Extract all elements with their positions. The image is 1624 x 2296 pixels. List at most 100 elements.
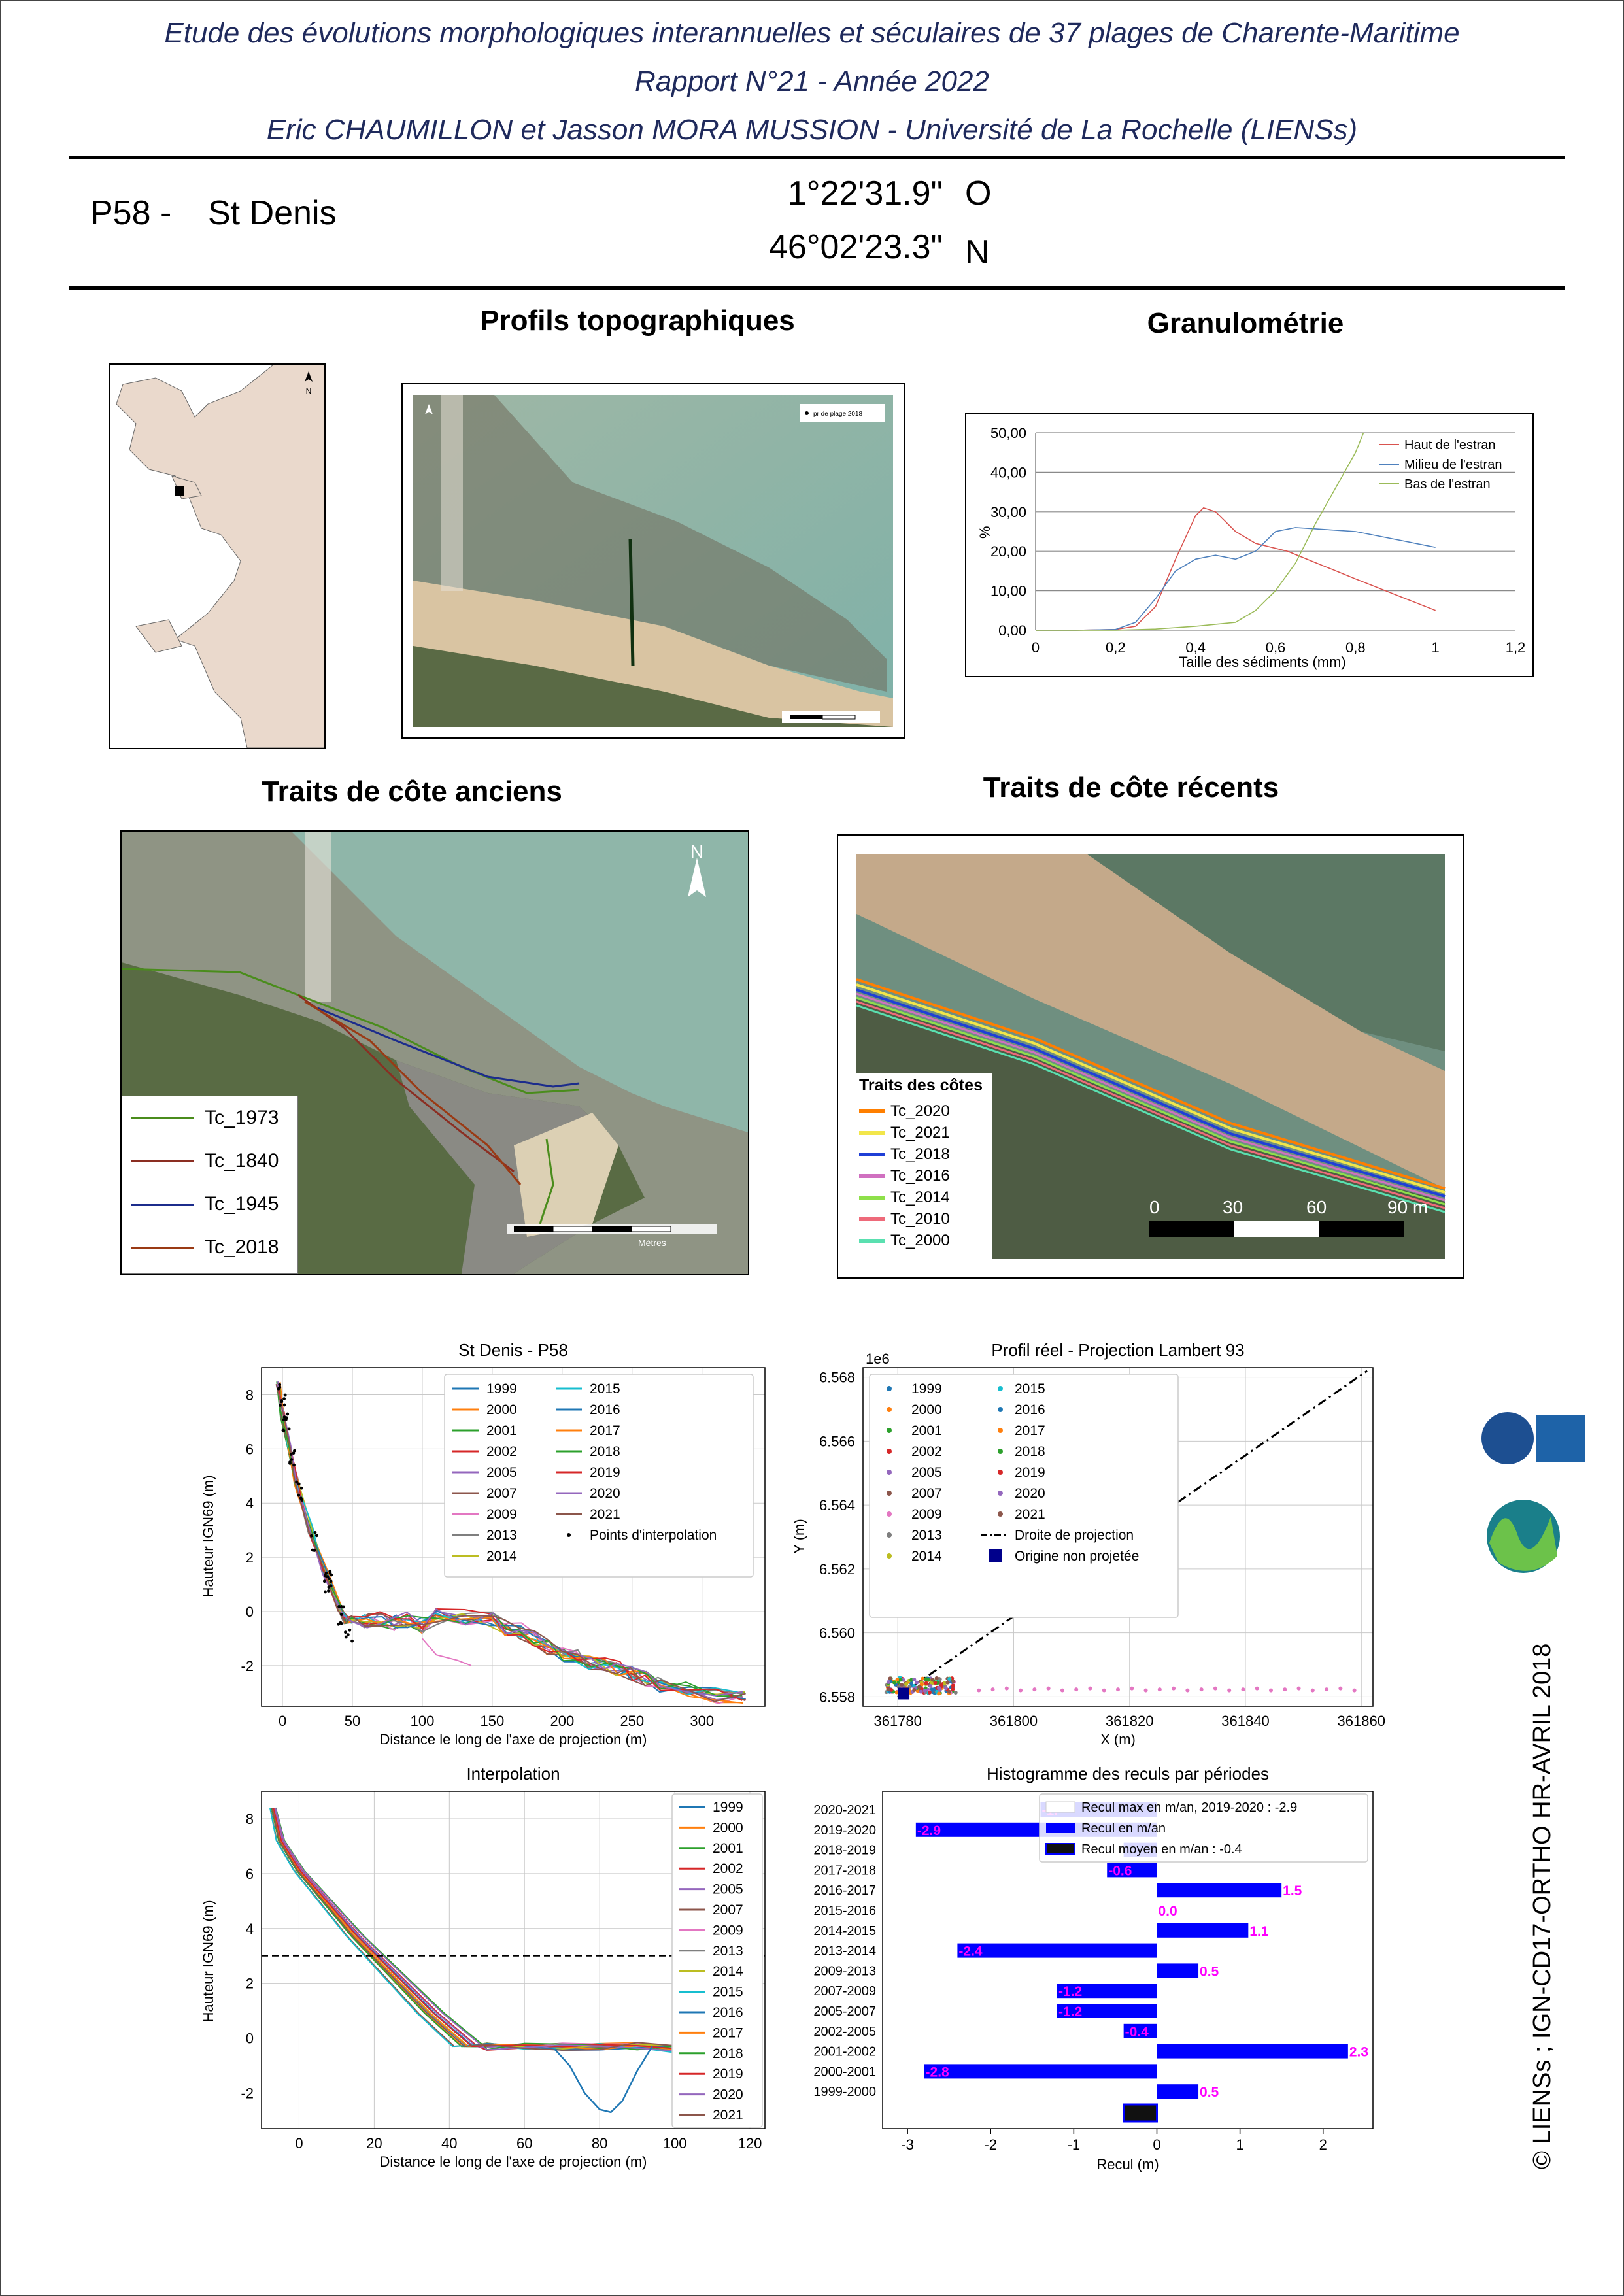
data-label: -1.2	[1058, 2004, 1082, 2019]
y-tick-label: 2020-2021	[813, 1803, 876, 1817]
bar-2009-2013	[1157, 1963, 1199, 1978]
header-rule	[69, 156, 1565, 159]
y-tick-label: 30,00	[990, 504, 1026, 520]
legend-label: 2020	[1015, 1486, 1045, 1501]
legend-label: 2000	[486, 1402, 517, 1417]
bar-2002-2005	[1123, 2023, 1157, 2038]
interpolation-chart: Interpolation 0 20 40 60 80 100 120 -2 0 2 4 6 8 Dista…	[200, 1764, 766, 2170]
legend-box	[869, 1374, 1179, 1618]
legend-label: 2009	[911, 1507, 942, 1522]
y-tick-label: 2001-2002	[813, 2045, 876, 2059]
x-axis-label: X (m)	[1100, 1731, 1136, 1747]
svg-text:Mètres: Mètres	[638, 1238, 666, 1248]
point-2019	[927, 1690, 932, 1695]
plot-frame	[882, 1791, 1374, 2129]
site-code: P58 -	[90, 194, 172, 232]
legend-swatch	[887, 1553, 892, 1559]
point-2019	[933, 1681, 938, 1685]
legend-label: 2013	[486, 1528, 517, 1543]
profile-aerial-photo: pr de plage 2018	[401, 383, 905, 739]
point-2009	[1269, 1688, 1273, 1693]
legend-label: Haut de l'estran	[1404, 438, 1495, 452]
point-2020	[922, 1688, 927, 1693]
bar-2005-2007	[1057, 2004, 1157, 2018]
data-label: -0.4	[1125, 2025, 1149, 2040]
point-2009	[1004, 1686, 1009, 1691]
legend-label: 2021	[590, 1507, 620, 1522]
legend-label: 2007	[486, 1486, 517, 1501]
interp-line-2005	[273, 1807, 675, 2051]
legend-label: 2013	[911, 1528, 942, 1543]
legend-label: 2009	[713, 1923, 743, 1938]
old-shorelines-map: N Mètres Tc_1973 Tc_1840 Tc_1945 Tc_2018	[120, 830, 749, 1275]
interpolation-point	[329, 1579, 333, 1583]
longitude: 1°22'31.9"	[787, 175, 943, 212]
site-name: St Denis	[208, 194, 337, 232]
x-tick-label: 80	[592, 2135, 607, 2152]
x-tick-label: 60	[516, 2135, 532, 2152]
interp-line-2021	[271, 1807, 675, 2051]
point-2015	[947, 1677, 952, 1681]
x-tick-label: 1	[1432, 639, 1440, 656]
axis-multiplier: 1e6	[866, 1351, 890, 1367]
point-2009	[1325, 1687, 1329, 1692]
legend-swatch	[887, 1491, 892, 1496]
legend-label: 2017	[1015, 1423, 1045, 1438]
point-2009	[1172, 1686, 1176, 1691]
interpolation-point	[346, 1633, 350, 1636]
y-tick-label: 2013-2014	[813, 1944, 876, 1959]
x-axis-label: Distance le long de l'axe de projection …	[380, 2153, 647, 2170]
x-tick-label: 0,6	[1266, 639, 1286, 656]
y-tick-label: 2009-2013	[813, 1964, 876, 1978]
point-2009	[1296, 1686, 1301, 1691]
legend-label: 2002	[911, 1444, 942, 1459]
granulometry-chart: 0,00 10,00 20,00 30,00 40,00 50,00 0 0,2 0,4 0,6 0…	[965, 413, 1534, 677]
interpolation-point	[299, 1486, 303, 1490]
legend-label: Bas de l'estran	[1404, 477, 1491, 492]
x-tick-label: 150	[481, 1713, 505, 1729]
plot-frame	[261, 1367, 766, 1707]
bar-2001-2002	[1157, 2044, 1348, 2059]
interpolation-point	[290, 1458, 294, 1461]
point-2021	[951, 1679, 956, 1683]
interpolation-point	[286, 1412, 290, 1416]
y-tick-label: 10,00	[990, 583, 1026, 599]
interpolation-point	[350, 1639, 354, 1643]
mean-bar	[1123, 2103, 1158, 2123]
x-tick-label: 361860	[1338, 1713, 1385, 1729]
legend-item-tc1840: Tc_1840	[122, 1140, 297, 1183]
series-line	[1036, 527, 1436, 631]
x-tick-label: 0,8	[1345, 639, 1366, 656]
point-2019	[889, 1687, 894, 1692]
bar-2014-2015	[1157, 1923, 1249, 1938]
chart-title: Interpolation	[466, 1764, 560, 1783]
x-tick-label: 361840	[1221, 1713, 1269, 1729]
legend-label: 1999	[486, 1381, 517, 1396]
legend-swatch	[887, 1386, 892, 1391]
interp-line-2019	[273, 1807, 675, 2050]
legend-label: 2018	[1015, 1444, 1045, 1459]
legend-label: 2017	[713, 2025, 743, 2040]
x-tick-label: 1,2	[1506, 639, 1526, 656]
recent-shorelines-map: 0 30 60 90 m Traits des côtes Tc_2020 Tc…	[837, 834, 1464, 1279]
legend-label: 2009	[486, 1507, 517, 1522]
y-axis-label: Y (m)	[791, 1519, 807, 1553]
point-2020	[936, 1685, 941, 1690]
legend-label: 2015	[713, 1985, 743, 2000]
point-2018	[892, 1680, 897, 1685]
point-2009	[990, 1687, 995, 1692]
interp-line-2001	[271, 1807, 675, 2053]
point-2021	[900, 1682, 904, 1687]
x-tick-label: 0	[1153, 2136, 1160, 2153]
point-2009	[1130, 1686, 1134, 1691]
legend-swatch	[887, 1428, 892, 1433]
point-2017	[921, 1676, 925, 1681]
report-number: Rapport N°21 - Année 2022	[635, 65, 989, 97]
legend-swatch	[1045, 1801, 1075, 1813]
svg-text:30: 30	[1223, 1197, 1243, 1217]
profile-aerial-drawing: pr de plage 2018	[413, 395, 893, 727]
point-2009	[1227, 1688, 1232, 1693]
point-2009	[1338, 1686, 1343, 1691]
y-axis-label: Hauteur IGN69 (m)	[200, 1475, 216, 1597]
legend-swatch	[1046, 1823, 1075, 1833]
